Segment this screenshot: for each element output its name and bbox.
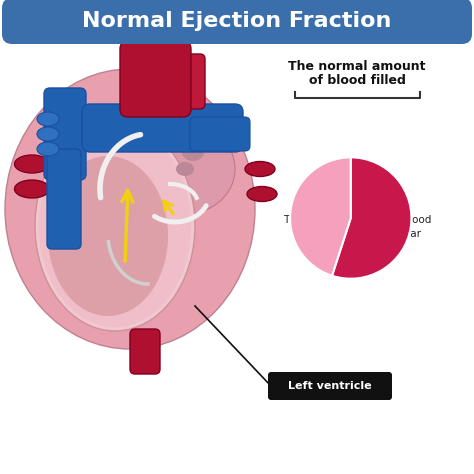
Ellipse shape <box>176 162 194 176</box>
Ellipse shape <box>5 69 255 349</box>
Text: The normal amount of blood
ejected (Left. ventricular
ejection fraction): The normal amount of blood ejected (Left… <box>283 215 431 253</box>
Wedge shape <box>290 157 351 276</box>
FancyBboxPatch shape <box>120 41 191 117</box>
Ellipse shape <box>37 112 59 126</box>
FancyBboxPatch shape <box>190 117 250 151</box>
FancyBboxPatch shape <box>82 104 243 152</box>
Ellipse shape <box>48 156 168 316</box>
Text: Left ventricle: Left ventricle <box>288 381 372 391</box>
Text: The normal amount: The normal amount <box>288 60 426 73</box>
Ellipse shape <box>37 142 59 156</box>
FancyBboxPatch shape <box>165 54 205 109</box>
FancyBboxPatch shape <box>268 372 392 400</box>
Ellipse shape <box>15 155 49 173</box>
Wedge shape <box>332 157 411 279</box>
FancyBboxPatch shape <box>130 329 160 374</box>
Ellipse shape <box>247 186 277 201</box>
FancyBboxPatch shape <box>2 0 472 44</box>
FancyBboxPatch shape <box>47 149 81 249</box>
Ellipse shape <box>135 124 235 214</box>
Ellipse shape <box>15 180 49 198</box>
Ellipse shape <box>35 121 195 331</box>
Ellipse shape <box>37 127 59 141</box>
Text: of blood filled: of blood filled <box>309 73 405 86</box>
FancyBboxPatch shape <box>44 88 86 180</box>
Text: Normal Ejection Fraction: Normal Ejection Fraction <box>82 11 392 31</box>
Ellipse shape <box>245 162 275 176</box>
Ellipse shape <box>182 143 204 161</box>
Text: 55%: 55% <box>302 317 339 332</box>
